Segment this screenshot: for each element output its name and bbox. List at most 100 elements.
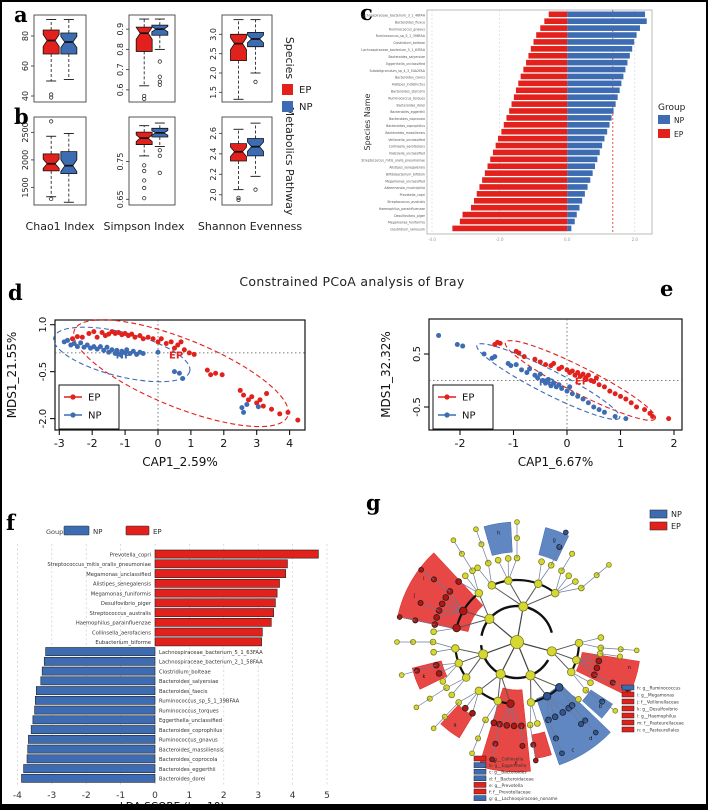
bar-ep [501,128,568,135]
clade-node [575,695,582,703]
lda-bar-label: Bacteroides_faecis [159,689,208,695]
lda-bar-label: Megamonas_funiformis [91,591,152,597]
bar-np [567,25,640,31]
lda-bar-label: Haemophilus_parainfluenzae [76,621,151,627]
data-point-ep [596,382,602,388]
lda-bar-ep [154,598,276,608]
legend-label-np: NP [88,411,102,422]
data-point-ep [74,334,80,340]
clade-node [612,708,619,714]
clade-node [563,529,569,536]
clade-node [493,696,503,706]
data-point-ep [158,336,164,342]
data-point-np [601,409,607,415]
lda-bar-ep [154,627,263,637]
bar-np [567,156,598,163]
lda-bar-ep [154,569,287,578]
data-point-np [104,344,110,350]
lda-bar-np [41,666,156,676]
clade-node [567,667,576,677]
bar-ep [523,66,568,73]
clade-node [454,659,463,668]
data-point-ep [521,354,527,360]
taxon-swatch-l [621,712,635,719]
panel-label-b: b [14,104,29,129]
bar-ep [479,184,568,190]
bar-np [567,142,603,149]
centroid-label: EP [169,350,183,361]
clade-node [503,722,511,729]
species-label: Ruminococcus_sp_5_1_39BFAA [376,34,426,38]
legend-label-np: NP [462,411,476,422]
centroid-label: EP [575,377,589,388]
clade-node [546,646,557,657]
clade-node [430,648,437,656]
x-tick-label: 0 [564,437,571,450]
data-point-ep [145,334,151,340]
bar-ep [474,197,568,204]
data-point-np [239,405,245,411]
data-point-ep [537,359,543,365]
taxon-label-i: i: g__Megamonas [637,693,675,699]
wedge-letter: e [493,759,496,765]
y-tick-label: -0.5 [38,362,49,382]
bar-np [567,122,610,128]
bar-ep [540,25,568,31]
data-point-ep [607,388,613,394]
data-point-np [559,385,565,391]
panel-label-e: e [660,276,674,301]
clade-node [599,698,606,705]
bar-ep [528,52,568,59]
taxon-label-c: c: g__Bacteroides [489,770,527,776]
data-point-ep [585,372,591,378]
figure-bottom-border [2,804,706,808]
clade-node [545,716,552,724]
taxon-label-e: e: g__Prevotella [489,783,523,789]
x-tick-label: 5 [324,791,330,801]
clade-node [439,678,447,685]
data-point-np [519,367,525,373]
clade-node [462,673,471,682]
data-point-np [481,351,487,357]
y-axis-label: Species Name [363,93,372,150]
data-point-ep [249,394,255,400]
panel-label-a: a [14,2,28,27]
data-point-ep [163,340,169,346]
bar-ep [513,94,568,100]
taxon-label-f: f: f__Prevotellaceae [489,790,531,796]
data-point-ep [623,396,629,402]
clade-node [534,720,541,727]
data-point-ep [666,416,672,422]
clade-node [518,601,529,612]
lda-bar-np [34,705,156,715]
bar-np [567,163,596,170]
legend-swatch-np [282,101,293,112]
bar-np [567,66,626,73]
bar-ep [495,142,568,149]
bar-ep [520,73,568,80]
bar-ep [482,177,568,183]
panel-label-f: f [6,510,16,535]
bar-np [567,59,628,66]
taxon-label-k: k: g__Desulfovibrio [637,707,678,713]
lda-bar-np [43,656,156,666]
clade-node [448,691,456,699]
legend-label-np: NP [674,116,685,125]
data-point-ep [175,342,181,348]
clade-node [559,709,567,716]
clade-node [490,719,498,727]
taxon-label-m: m: f__Pasteurellaceae [637,721,684,727]
clade-node [474,564,481,572]
species-label: Bacteroides_massiliensis [385,131,425,135]
legend-label-np: NP [671,510,682,519]
data-point-ep [642,407,648,413]
bar-ep [548,11,568,18]
taxon-label-n: n: o__Pasteurellales [637,728,680,734]
clade-node [506,699,515,708]
species-label: Prevotella_copri [400,193,425,197]
clade-node [435,670,443,677]
panel-label-g: g [366,490,381,515]
clade-node [438,600,446,608]
taxon-swatch-e [473,782,487,788]
species-label: Streptococcus_australis [387,200,425,204]
